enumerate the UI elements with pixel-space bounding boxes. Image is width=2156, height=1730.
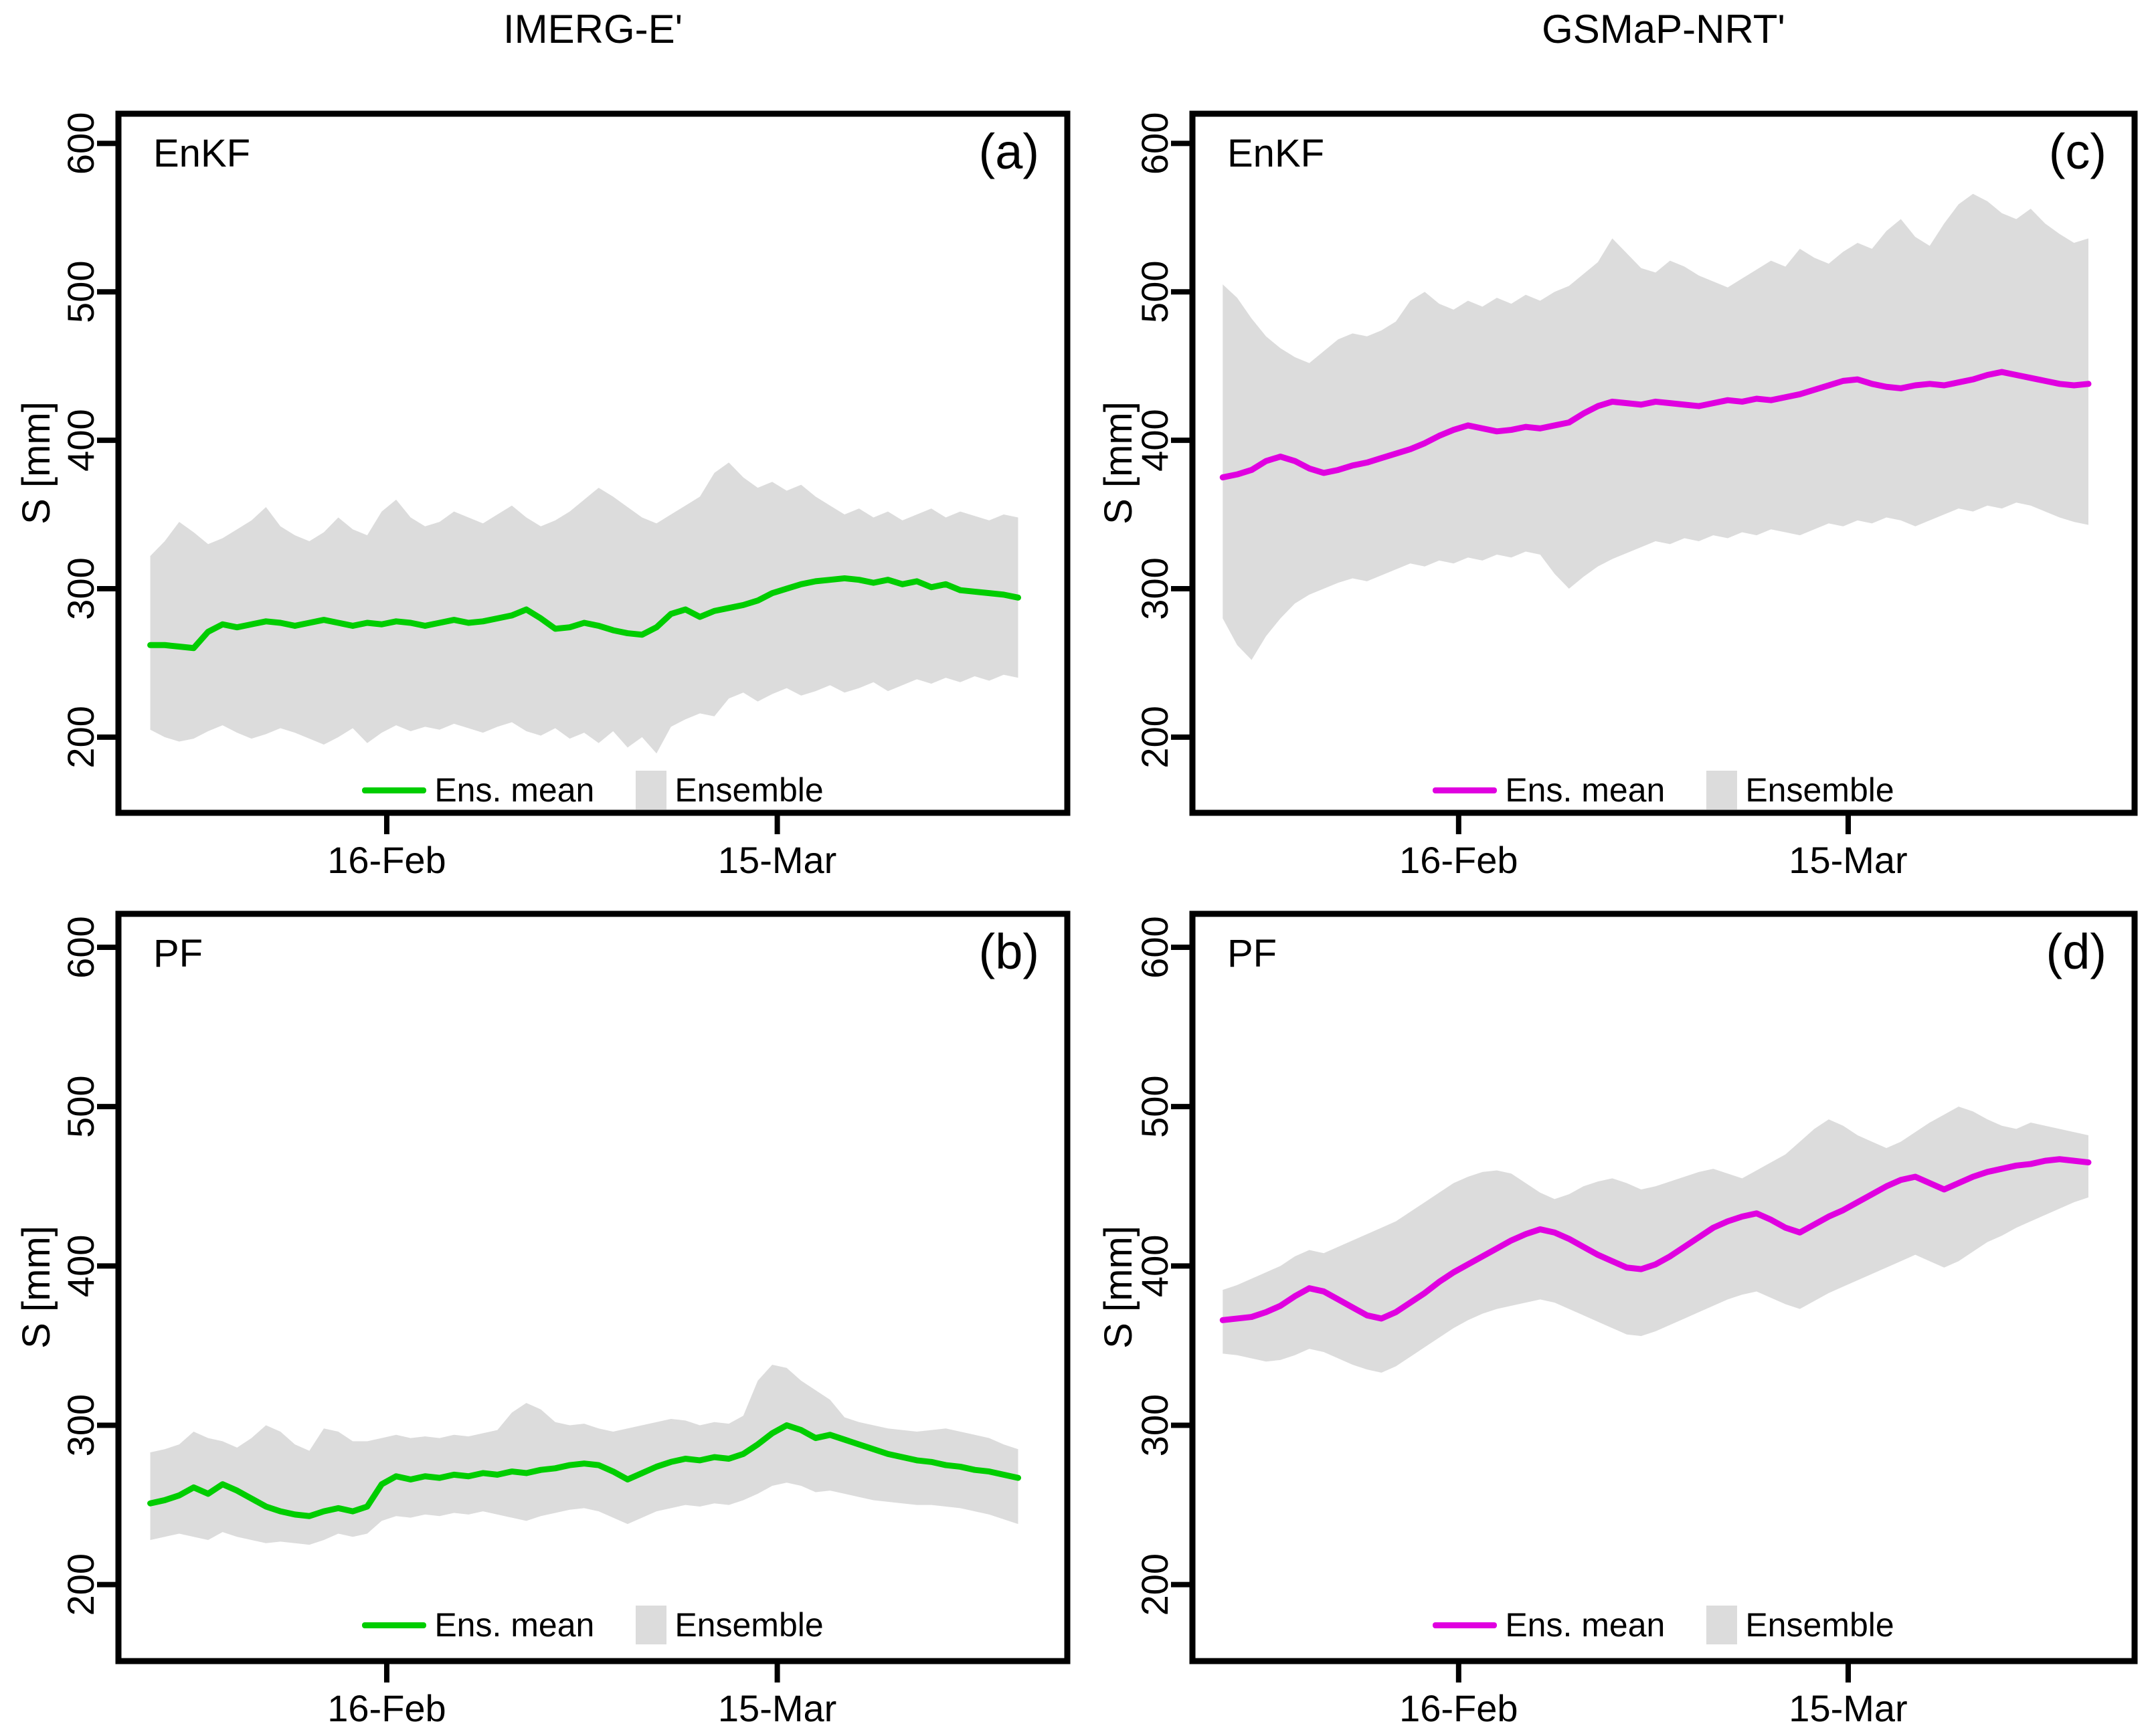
y-tick-label: 500 [1134, 1075, 1176, 1137]
y-tick-label: 400 [60, 409, 102, 471]
x-tick-label: 16-Feb [327, 839, 446, 881]
ens-mean-line [1219, 1156, 2092, 1323]
ensemble-band [1223, 1107, 2089, 1373]
ensemble-swatch [1706, 771, 1738, 809]
panel-b: 200 300 400 500 600 16-Feb 15-Mar PF (b) Ens. … [60, 910, 1071, 1729]
ens-mean-swatch [1433, 1622, 1498, 1628]
x-tick-label: 16-Feb [1399, 839, 1518, 881]
panel-letter: (d) [2046, 924, 2106, 979]
y-tick-label: 300 [1134, 1394, 1176, 1456]
panel-letter: (b) [978, 924, 1039, 979]
plot-d: 200 300 400 500 600 16-Feb 15-Mar [1134, 910, 2138, 1729]
legend-label-mean: Ens. mean [1505, 1606, 1666, 1644]
ens-mean-swatch [1433, 787, 1498, 793]
plot-border [1189, 110, 2138, 816]
panel-letter: (a) [978, 124, 1039, 179]
legend-label-mean: Ens. mean [434, 771, 595, 809]
y-tick-label: 600 [60, 916, 102, 978]
plot-b: 200 300 400 500 600 16-Feb 15-Mar [60, 910, 1071, 1729]
ensemble-swatch [636, 1606, 667, 1644]
ensemble-swatch [1706, 1606, 1738, 1644]
legend: Ens. mean Ensemble [118, 769, 1067, 811]
y-tick-label: 600 [1134, 916, 1176, 978]
legend-label-ensemble: Ensemble [1745, 1606, 1894, 1644]
plot-a: 200 300 400 500 600 16-Feb 15-Mar [60, 110, 1071, 881]
x-tick-label: 16-Feb [327, 1687, 446, 1729]
y-axis-label: S [mm] [15, 1226, 58, 1349]
legend-label-ensemble: Ensemble [675, 1606, 824, 1644]
ensemble-band [150, 462, 1018, 754]
y-tick-label: 400 [1134, 1235, 1176, 1297]
y-tick-label: 400 [1134, 409, 1176, 471]
panel-letter: (c) [2048, 124, 2106, 179]
legend: Ens. mean Ensemble [1192, 1604, 2135, 1646]
ensemble-band [150, 1365, 1018, 1545]
plot-c: 200 300 400 500 600 16-Feb 15-Mar [1134, 110, 2138, 881]
x-tick-label: 15-Mar [1789, 1687, 1907, 1729]
ens-mean-line [1219, 369, 2092, 481]
plot-border [115, 910, 1071, 1664]
legend-label-mean: Ens. mean [1505, 771, 1666, 809]
legend-label-ensemble: Ensemble [1745, 771, 1894, 809]
y-tick-label: 300 [60, 557, 102, 619]
y-tick-label: 600 [60, 112, 102, 175]
plot-border [1189, 910, 2138, 1664]
method-label: EnKF [1227, 132, 1325, 175]
panel-d: 200 300 400 500 600 16-Feb 15-Mar PF (d) Ens. … [1134, 910, 2138, 1729]
x-tick-label: 15-Mar [718, 1687, 836, 1729]
y-tick-label: 600 [1134, 112, 1176, 175]
method-label: EnKF [153, 132, 251, 175]
legend: Ens. mean Ensemble [118, 1604, 1067, 1646]
x-tick-label: 15-Mar [718, 839, 836, 881]
legend: Ens. mean Ensemble [1192, 769, 2135, 811]
y-tick-label: 200 [1134, 706, 1176, 768]
method-label: PF [1227, 932, 1277, 975]
panel-a: 200 300 400 500 600 16-Feb 15-Mar EnKF (a) Ens… [60, 110, 1071, 881]
y-tick-label: 200 [1134, 1553, 1176, 1616]
ens-mean-swatch [362, 787, 427, 793]
ens-mean-line [147, 575, 1022, 652]
ensemble-band [1223, 193, 2089, 660]
column-title-imerg: IMERG-E' [503, 7, 683, 52]
y-tick-label: 300 [1134, 557, 1176, 619]
y-tick-label: 200 [60, 706, 102, 768]
ens-mean-swatch [362, 1622, 427, 1628]
y-tick-label: 500 [60, 261, 102, 323]
method-label: PF [153, 932, 203, 975]
y-tick-label: 200 [60, 1553, 102, 1616]
column-title-gsmap: GSMaP-NRT' [1542, 7, 1785, 52]
plot-border [115, 110, 1071, 816]
y-tick-label: 300 [60, 1394, 102, 1456]
y-tick-label: 500 [1134, 261, 1176, 323]
y-tick-label: 400 [60, 1235, 102, 1297]
x-tick-label: 16-Feb [1399, 1687, 1518, 1729]
panel-c: 200 300 400 500 600 16-Feb 15-Mar EnKF (c) Ens… [1134, 110, 2138, 881]
y-axis-label: S [mm] [15, 401, 58, 524]
legend-label-ensemble: Ensemble [675, 771, 824, 809]
y-tick-label: 500 [60, 1075, 102, 1137]
x-tick-label: 15-Mar [1789, 839, 1907, 881]
ensemble-swatch [636, 771, 667, 809]
ens-mean-line [147, 1422, 1022, 1519]
legend-label-mean: Ens. mean [434, 1606, 595, 1644]
